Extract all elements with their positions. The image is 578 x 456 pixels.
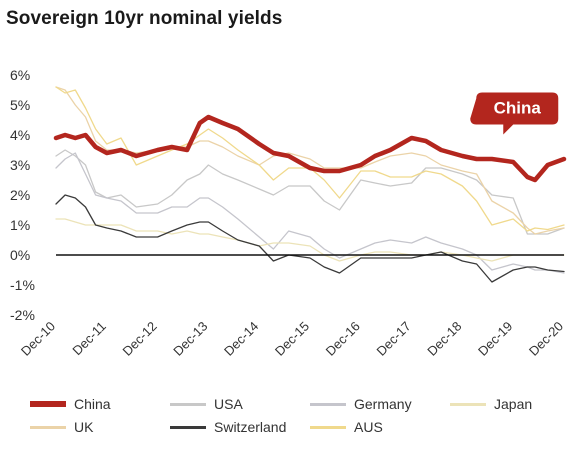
legend-swatch: [310, 425, 346, 429]
legend-label: China: [74, 396, 111, 412]
legend-label: USA: [214, 396, 243, 412]
x-tick-label: Dec-18: [424, 319, 464, 359]
series-line-japan: [55, 218, 565, 262]
series-line-germany: [55, 152, 565, 274]
y-tick-label: 5%: [10, 97, 30, 113]
x-tick-label: Dec-15: [272, 319, 312, 359]
legend-label: UK: [74, 419, 94, 435]
x-tick-label: Dec-13: [170, 319, 210, 359]
x-tick-label: Dec-11: [69, 319, 109, 359]
legend-item-switzerland: Switzerland: [170, 419, 286, 435]
series-line-switzerland: [55, 194, 565, 283]
series-line-aus: [55, 86, 565, 232]
y-tick-label: -2%: [10, 307, 35, 323]
x-tick-label: Dec-14: [221, 319, 261, 359]
annotation-callout: [470, 92, 559, 135]
line-chart: 6% 5% 4% 3% 2% 1% 0% -1% -2%Dec-10 Dec-11 Dec-12 De…: [10, 67, 567, 359]
legend-item-aus: AUS: [310, 419, 383, 435]
legend-item-china: China: [30, 396, 111, 412]
y-tick-label: 3%: [10, 157, 30, 173]
x-tick-label: Dec-19: [475, 319, 515, 359]
legend-label: Switzerland: [214, 419, 287, 435]
x-tick-label: Dec-12: [119, 319, 159, 359]
x-tick-label: Dec-10: [18, 319, 58, 359]
legend-swatch: [450, 402, 486, 406]
x-tick-label: Dec-17: [373, 319, 413, 359]
y-tick-label: 6%: [10, 67, 30, 83]
legend-item-germany: Germany: [310, 396, 412, 412]
legend-label: Germany: [354, 396, 412, 412]
chart-title: Sovereign 10yr nominal yields: [6, 8, 283, 29]
x-tick-label: Dec-16: [323, 319, 363, 359]
y-tick-label: 4%: [10, 127, 30, 143]
legend-swatch: [30, 401, 66, 407]
legend-swatch: [170, 402, 206, 406]
legend-item-uk: UK: [30, 419, 93, 435]
series-line-china: [53, 114, 567, 183]
x-tick-label: Dec-20: [526, 319, 566, 359]
legend-swatch: [310, 402, 346, 406]
y-tick-label: 1%: [10, 217, 30, 233]
legend-swatch: [170, 425, 206, 429]
series-line-usa: [55, 149, 565, 235]
legend-label: Japan: [494, 396, 533, 412]
y-tick-label: 2%: [10, 187, 30, 203]
legend-item-japan: Japan: [450, 396, 532, 412]
legend-item-usa: USA: [170, 396, 243, 412]
legend-label: AUS: [354, 419, 383, 435]
y-tick-label: -1%: [10, 277, 35, 293]
legend-swatch: [30, 425, 66, 429]
annotation-label: China: [494, 99, 542, 118]
y-tick-label: 0%: [10, 247, 30, 263]
